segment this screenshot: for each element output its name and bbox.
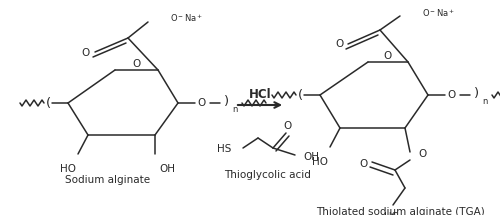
Text: n: n	[232, 104, 237, 114]
Text: (: (	[46, 97, 51, 109]
Text: O: O	[284, 121, 292, 131]
Text: HO: HO	[312, 157, 328, 167]
Text: O$^-$Na$^+$: O$^-$Na$^+$	[422, 7, 455, 19]
Text: Sodium alginate: Sodium alginate	[66, 175, 150, 185]
Text: O$^-$Na$^+$: O$^-$Na$^+$	[170, 12, 203, 24]
Text: ): )	[474, 88, 479, 100]
Text: HS: HS	[384, 212, 398, 215]
Text: ): )	[224, 95, 229, 109]
Text: (: (	[298, 89, 302, 101]
Text: OH: OH	[303, 152, 319, 162]
Text: HCl: HCl	[248, 89, 272, 101]
Text: Thiolated sodium alginate (TGA): Thiolated sodium alginate (TGA)	[316, 207, 484, 215]
Text: O: O	[418, 149, 426, 159]
Text: HO: HO	[60, 164, 76, 174]
Text: n: n	[482, 97, 488, 106]
Text: OH: OH	[159, 164, 175, 174]
Text: O: O	[335, 39, 343, 49]
Text: O: O	[82, 48, 90, 58]
Text: O: O	[448, 90, 456, 100]
Text: Thioglycolic acid: Thioglycolic acid	[224, 170, 312, 180]
Text: O: O	[384, 51, 392, 61]
Text: O: O	[359, 159, 367, 169]
Text: O: O	[198, 98, 206, 108]
Text: HS: HS	[216, 144, 231, 154]
Text: O: O	[132, 59, 140, 69]
